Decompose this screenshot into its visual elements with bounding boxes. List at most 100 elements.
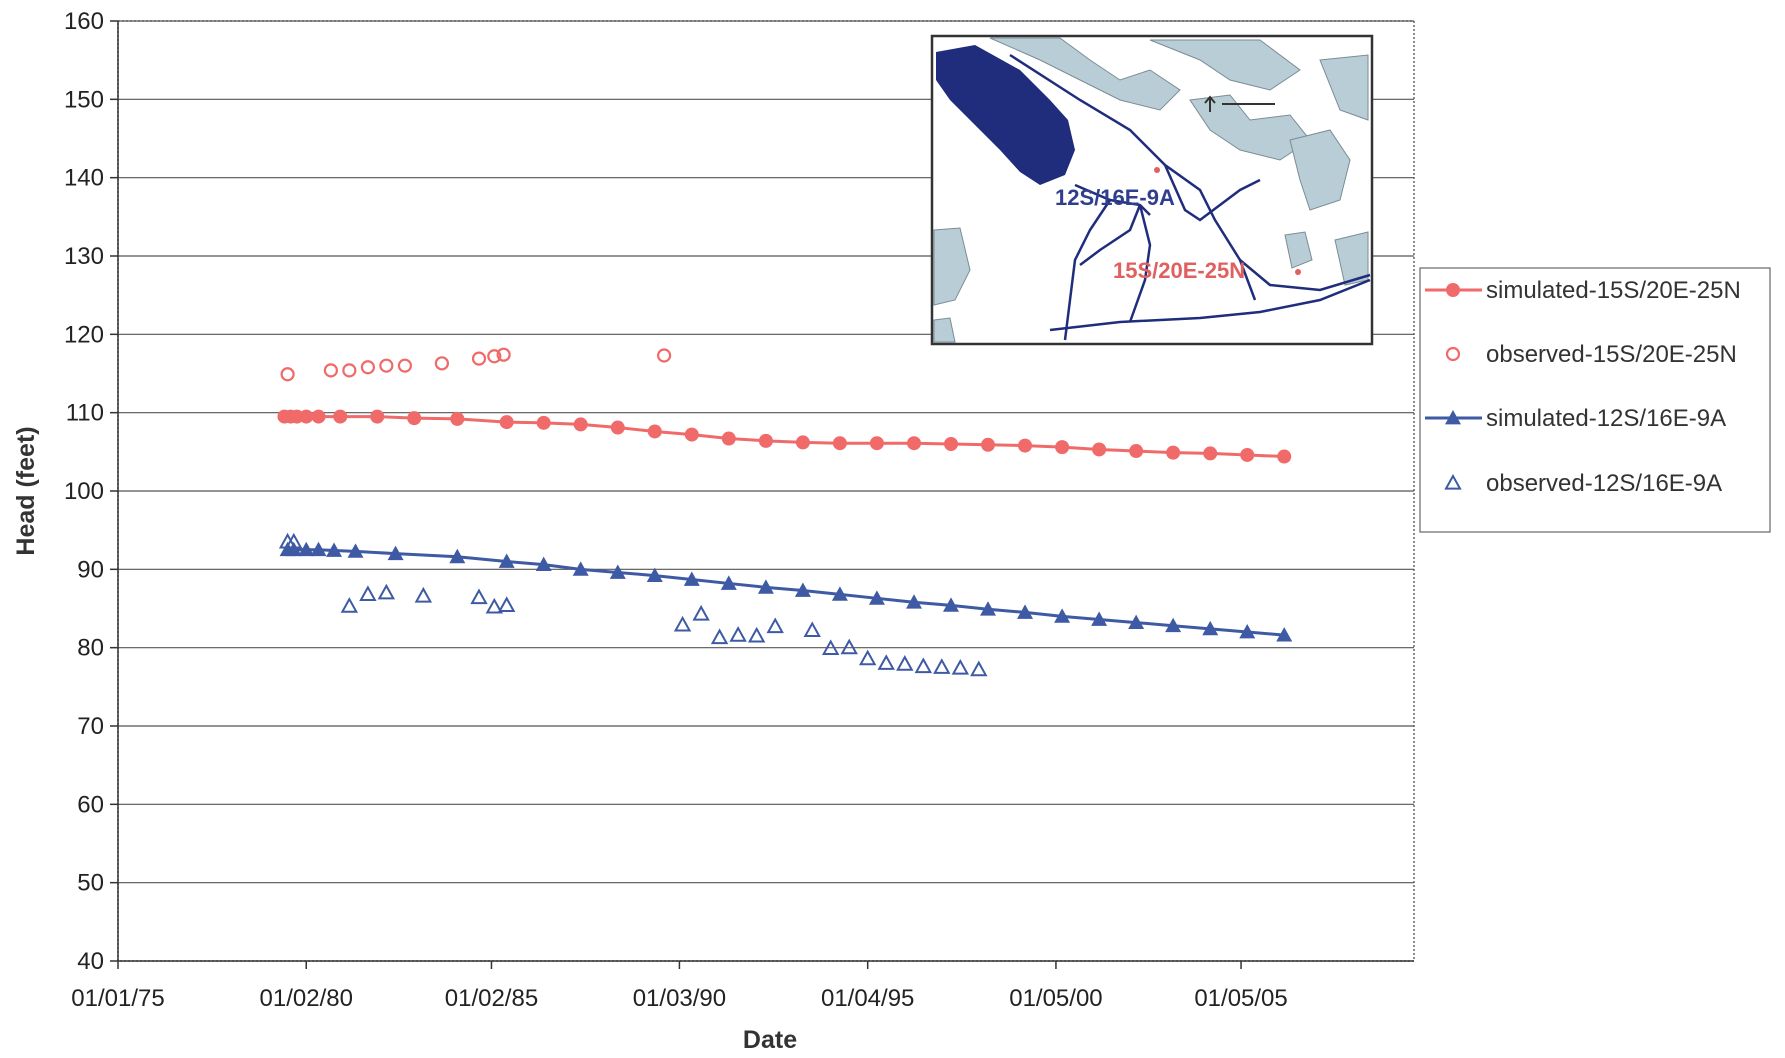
- data-point: [1276, 627, 1293, 642]
- x-axis-title: Date: [743, 1026, 797, 1054]
- data-point: [1165, 617, 1182, 633]
- data-point: [794, 582, 811, 597]
- data-point: [868, 590, 885, 605]
- data-point: [333, 409, 348, 424]
- data-point: [1091, 611, 1108, 626]
- data-point: [1128, 614, 1145, 629]
- x-tick-label: 01/02/85: [445, 985, 538, 1012]
- data-point: [821, 639, 840, 656]
- data-point: [434, 356, 449, 371]
- data-point: [407, 411, 422, 426]
- data-point: [471, 351, 487, 366]
- map-label-12s: 12S/16E-9A: [1055, 185, 1175, 210]
- data-point: [981, 437, 996, 452]
- map-well-marker-15s: [1295, 269, 1301, 275]
- data-point: [496, 347, 511, 362]
- data-point: [609, 564, 626, 579]
- x-tick-label: 01/02/80: [260, 985, 353, 1012]
- data-point: [758, 433, 773, 448]
- data-point: [280, 367, 295, 382]
- data-point: [1239, 624, 1256, 639]
- data-point: [359, 585, 377, 601]
- x-tick-labels: 01/01/75 01/02/80 01/02/85 01/03/90 01/04/95…: [71, 985, 1287, 1012]
- data-point: [498, 553, 515, 568]
- data-point: [831, 586, 848, 601]
- legend-swatch-marker: [1444, 473, 1462, 490]
- legend: simulated-15S/20E-25N observed-15S/20E-2…: [1419, 267, 1771, 533]
- data-point: [299, 409, 314, 424]
- y-tick-label: 160: [64, 8, 104, 35]
- series-0: [277, 409, 1292, 464]
- x-tick-label: 01/01/75: [71, 985, 164, 1012]
- x-tick-label: 01/03/90: [633, 985, 726, 1012]
- series-layer: [277, 347, 1293, 677]
- data-point: [470, 588, 488, 605]
- map-lake: [936, 45, 1075, 185]
- data-point: [1203, 446, 1218, 461]
- data-point: [347, 543, 364, 558]
- data-point: [326, 542, 343, 557]
- data-point: [414, 586, 433, 603]
- y-tick-label: 40: [77, 948, 104, 975]
- data-point: [803, 621, 821, 638]
- data-point: [311, 409, 326, 424]
- y-tick-label: 130: [64, 243, 104, 270]
- data-point: [757, 579, 774, 594]
- data-point: [840, 638, 858, 655]
- data-point: [485, 597, 504, 614]
- data-point: [710, 628, 729, 645]
- data-point: [1017, 604, 1034, 619]
- data-point: [1018, 438, 1033, 453]
- data-point: [360, 360, 375, 375]
- data-point: [729, 626, 747, 642]
- data-point: [499, 415, 514, 430]
- legend-label-simulated-12s: simulated-12S/16E-9A: [1486, 405, 1726, 432]
- data-point: [832, 436, 847, 451]
- axes: [117, 21, 1414, 962]
- data-point: [1055, 440, 1070, 455]
- series-3: [278, 532, 988, 677]
- y-tick-label: 110: [66, 400, 104, 427]
- data-point: [943, 597, 960, 612]
- data-point: [747, 626, 766, 643]
- data-point: [1277, 449, 1292, 464]
- data-point: [298, 541, 315, 557]
- data-point: [610, 420, 625, 435]
- legend-label-simulated-15s: simulated-15S/20E-25N: [1486, 277, 1741, 304]
- legend-box: [1419, 267, 1771, 533]
- y-tick-label: 140: [64, 165, 104, 192]
- data-point: [896, 655, 914, 671]
- data-point: [340, 597, 359, 613]
- data-point: [377, 583, 396, 600]
- data-point: [951, 658, 970, 675]
- data-point: [487, 349, 502, 364]
- data-point: [766, 617, 784, 634]
- data-point: [450, 411, 465, 426]
- data-point: [657, 348, 672, 363]
- data-point: [535, 556, 552, 572]
- data-point: [721, 431, 736, 446]
- map-rivers: [1009, 53, 1371, 341]
- data-point: [869, 436, 884, 451]
- data-point: [683, 571, 700, 586]
- data-point: [1129, 444, 1144, 459]
- data-point: [1092, 442, 1107, 457]
- data-point: [285, 532, 303, 549]
- data-point: [673, 615, 692, 632]
- data-point: [795, 435, 810, 450]
- data-point: [449, 548, 466, 564]
- y-tick-label: 120: [64, 321, 104, 348]
- data-point: [907, 436, 922, 451]
- data-point: [1166, 445, 1181, 460]
- data-point: [692, 604, 710, 621]
- data-point: [342, 363, 357, 378]
- y-tick-label: 100: [64, 478, 104, 505]
- data-point: [310, 541, 327, 557]
- y-axis-title: Head (feet): [12, 426, 40, 555]
- data-point: [497, 596, 516, 612]
- series-2: [279, 541, 1293, 642]
- y-tick-label: 70: [77, 713, 104, 740]
- y-tick-label: 90: [77, 556, 104, 583]
- data-point: [914, 657, 933, 674]
